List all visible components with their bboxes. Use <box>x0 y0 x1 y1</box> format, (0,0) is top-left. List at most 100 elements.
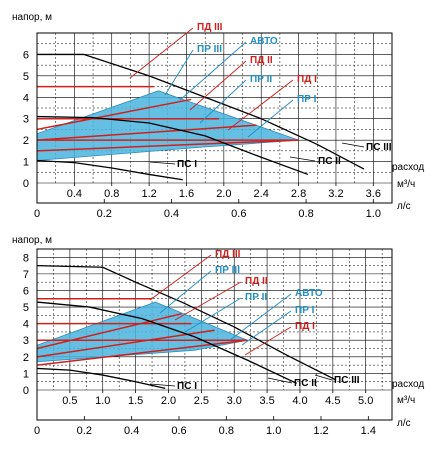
x-tick-label-top: 5.0 <box>358 395 373 407</box>
y-tick-label: 5 <box>23 302 29 314</box>
chart-2-curves <box>36 264 337 389</box>
chart-1-leader-pr2 <box>199 79 247 124</box>
y-tick-label: 5 <box>23 71 29 83</box>
y-tick-label: 7 <box>23 269 29 281</box>
prop-pressure-curve-1 <box>36 139 299 152</box>
chart-2-leader-pr2 <box>184 297 242 333</box>
x-tick-label-top: 2.4 <box>254 188 269 200</box>
prop-pressure-curve-3 <box>36 312 182 350</box>
chart-2-y-ticks: 0 1 2 3 4 5 6 7 8 <box>23 252 29 397</box>
chart-2-label-pd1: ПД I <box>295 321 315 332</box>
x-tick-label-bottom: 1.4 <box>361 425 376 437</box>
y-tick-label: 4 <box>23 92 29 104</box>
chart-1-leader-auto <box>179 41 247 101</box>
chart-1-leader-pd3 <box>129 27 194 79</box>
chart-1-x-ticks-top: 0.4 0.8 1.2 1.6 2.0 2.4 2.8 3.2 3.6 <box>67 183 381 200</box>
x-tick-label-bottom: 1.2 <box>313 425 328 437</box>
chart-1-label-pd3: ПД III <box>197 22 223 33</box>
chart-2-leader-pr1 <box>241 310 292 346</box>
x-tick-label-bottom: 1.0 <box>266 425 281 437</box>
speed-curve-1 <box>36 367 166 389</box>
speed-curve-1 <box>36 159 183 181</box>
chart-2-label-pd3: ПД III <box>215 249 241 260</box>
chart-1-leader-pd1 <box>227 79 294 131</box>
y-tick-label: 4 <box>23 319 29 331</box>
chart-1-label-pr1: ПР I <box>297 94 317 105</box>
speed-curve-3 <box>36 264 337 381</box>
x-tick-label-top: 0.4 <box>67 188 82 200</box>
chart-1-unit-bottom: л/с <box>397 201 411 212</box>
chart-2-leader-pr3 <box>159 270 212 314</box>
y-tick-label: 6 <box>23 49 29 61</box>
x-tick-label-top: 2.0 <box>161 395 176 407</box>
chart-2-y-axis-title: напор, м <box>12 235 52 246</box>
prop-pressure-curve-2 <box>36 124 257 141</box>
chart-2-label-pr3: ПР III <box>215 265 240 276</box>
chart-2-leader-pd2 <box>174 281 242 321</box>
x-tick-label-top: 0.5 <box>62 395 77 407</box>
x-tick-label-top: 4.5 <box>325 395 340 407</box>
y-tick-label: 2 <box>23 135 29 147</box>
chart-1-auto-region <box>36 90 299 161</box>
chart-2-x-ticks-top: 0.5 1.0 1.5 2.0 2.5 3.0 3.5 4.0 4.5 5.0 <box>62 390 373 407</box>
chart-1-label-pd2: ПД II <box>250 55 273 66</box>
x-tick-label-top: 3.0 <box>227 395 242 407</box>
chart-1-curves <box>36 53 365 181</box>
chart-2-leader-auto <box>229 293 292 341</box>
x-tick-label-top: 2.8 <box>291 188 306 200</box>
chart-1-leader-pc1 <box>149 161 176 165</box>
chart-1-label-pc2: ПС II <box>318 156 341 167</box>
chart-2: 0 1 2 3 4 5 6 7 8 0.5 1.0 1.5 2.0 2.5 3.0 3.5 4.0 4.5 5.0… <box>12 235 424 437</box>
chart-2-label-pc3: ПС III <box>334 375 360 386</box>
x-tick-label-bottom: 0.2 <box>97 208 112 220</box>
x-tick-label-top: 3.2 <box>328 188 343 200</box>
x-tick-label-bottom: 0.8 <box>219 425 234 437</box>
chart-2-label-pc2: ПС II <box>294 378 317 389</box>
y-tick-label: 3 <box>23 335 29 347</box>
chart-1-y-ticks: 0 1 2 3 4 5 6 <box>23 49 29 190</box>
chart-1-label-auto: АВТО <box>250 36 278 47</box>
x-tick-label-bottom: 0.8 <box>298 208 313 220</box>
chart-2-flow-label: расход <box>392 379 424 390</box>
x-tick-label-bottom: 0 <box>34 208 40 220</box>
chart-1-label-pr3: ПР III <box>197 44 222 55</box>
chart-1-flow-label: расход <box>392 162 424 173</box>
chart-1-leader-pc2 <box>289 156 316 162</box>
y-tick-label: 8 <box>23 252 29 264</box>
y-tick-label: 6 <box>23 285 29 297</box>
chart-1-label-pd1: ПД I <box>297 74 317 85</box>
x-tick-label-top: 1.5 <box>128 395 143 407</box>
x-tick-label-bottom: 0.6 <box>231 208 246 220</box>
speed-curve-2 <box>36 115 309 176</box>
x-tick-label-top: 3.6 <box>366 188 381 200</box>
y-tick-label: 0 <box>23 178 29 190</box>
x-tick-label-top: 1.2 <box>141 188 156 200</box>
x-tick-label-top: 1.6 <box>179 188 194 200</box>
x-tick-label-top: 4.0 <box>292 395 307 407</box>
x-tick-label-top: 0.8 <box>104 188 119 200</box>
x-tick-label-top: 1.0 <box>95 395 110 407</box>
chart-2-leader-pc3 <box>314 374 333 381</box>
chart-1-label-pc3: ПС III <box>366 142 392 153</box>
chart-2-label-pr1: ПР I <box>295 305 315 316</box>
chart-1-leader-pr1 <box>247 99 294 138</box>
chart-1-x-ticks-bottom: 0 0.2 0.4 0.6 0.8 1.0 <box>34 199 392 220</box>
chart-1-leader-pr3 <box>164 49 194 96</box>
chart-1-leader-pc3 <box>341 142 365 148</box>
chart-1: 0 1 2 3 4 5 6 0.4 0.8 1.2 1.6 2.0 2.4 2.8 3.2 3.6 0 0.2… <box>12 12 424 220</box>
x-tick-label-top: 3.5 <box>259 395 274 407</box>
y-tick-label: 2 <box>23 352 29 364</box>
chart-2-unit-bottom: л/с <box>397 418 411 429</box>
x-tick-label-bottom: 0.4 <box>164 208 179 220</box>
y-tick-label: 0 <box>23 385 29 397</box>
speed-curve-2 <box>36 301 297 384</box>
chart-1-unit-top: м³/ч <box>397 179 415 190</box>
chart-2-label-pr2: ПР II <box>245 292 267 303</box>
y-tick-label: 1 <box>23 368 29 380</box>
chart-2-label-pc1: ПС I <box>177 381 197 392</box>
chart-2-label-auto: АВТО <box>295 288 323 299</box>
chart-2-leader-pc1 <box>149 383 176 387</box>
x-tick-label-top: 2.0 <box>216 188 231 200</box>
y-tick-label: 1 <box>23 157 29 169</box>
